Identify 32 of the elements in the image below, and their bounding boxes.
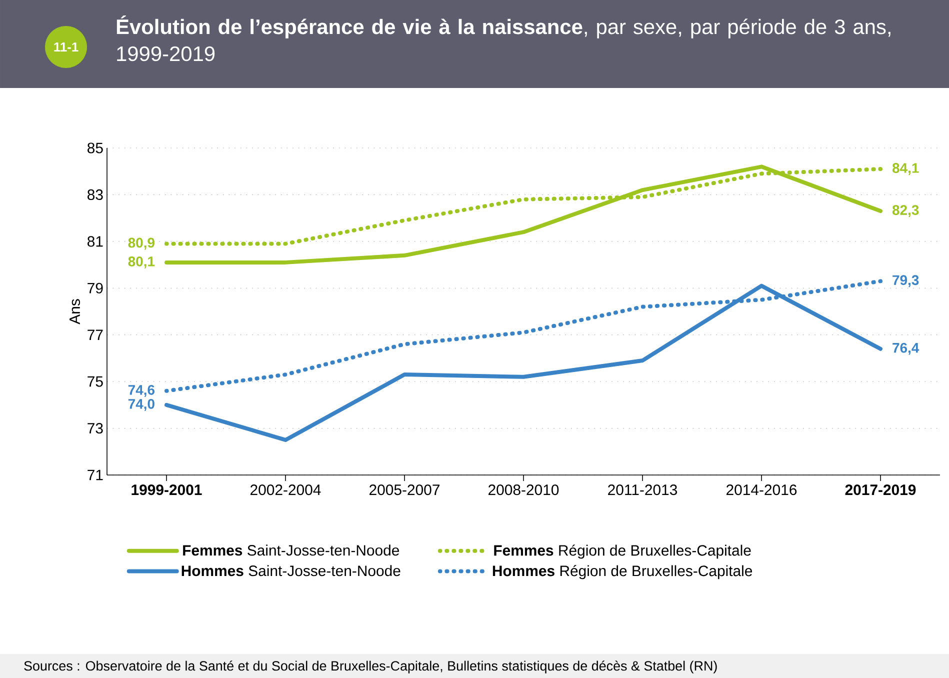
x-tick-label: 2005-2007: [370, 484, 440, 496]
legend-label: Hommes Région de Bruxelles-Capitale: [492, 565, 752, 580]
chart-title: Évolution de l’espérance de vie à la naissance, par sexe, par période de 3 ans, 1999-2019: [116, 16, 890, 62]
x-tick-label: 2017-2019: [845, 484, 916, 496]
data-label: 76,4: [892, 342, 920, 355]
y-tick-label: 77: [88, 330, 103, 340]
data-label: 80,9: [128, 238, 154, 250]
legend-label: Femmes Région de Bruxelles-Capitale: [494, 544, 751, 559]
legend-label: Hommes Saint-Josse-ten-Noode: [182, 565, 400, 576]
y-tick-label: 85: [88, 142, 103, 154]
y-tick-label: 83: [88, 189, 103, 200]
line-series: [164, 164, 883, 264]
data-label: 84,1: [892, 163, 919, 175]
y-tick-label: 79: [88, 282, 103, 294]
data-label: 80,1: [128, 256, 155, 268]
text: 11-1: [54, 42, 78, 52]
data-label: 74,0: [128, 398, 154, 411]
x-tick-label: 2014-2016: [726, 484, 797, 496]
y-tick-label: 81: [88, 236, 103, 247]
source-note: Sources : Observatoire de la Santé et du Social de Bruxelles-Capitale, Bulletins statistiques de décès & Statbel (RN): [24, 660, 717, 674]
x-tick-label: 2008-2010: [488, 484, 559, 496]
x-tick-label: 1999-2001: [132, 484, 202, 496]
y-tick-label: 75: [88, 376, 103, 387]
data-label: 74,6: [128, 384, 154, 397]
data-label: 79,3: [892, 275, 919, 288]
y-tick-label: 71: [88, 470, 103, 480]
data-label: 82,3: [892, 205, 919, 217]
x-tick-label: 2002-2004: [250, 484, 321, 496]
x-tick-label: 2011-2013: [608, 484, 678, 496]
y-tick-label: 73: [88, 422, 103, 434]
y-axis-title: Ans: [70, 299, 80, 324]
legend-label: Femmes Saint-Josse-ten-Noode: [183, 544, 400, 556]
